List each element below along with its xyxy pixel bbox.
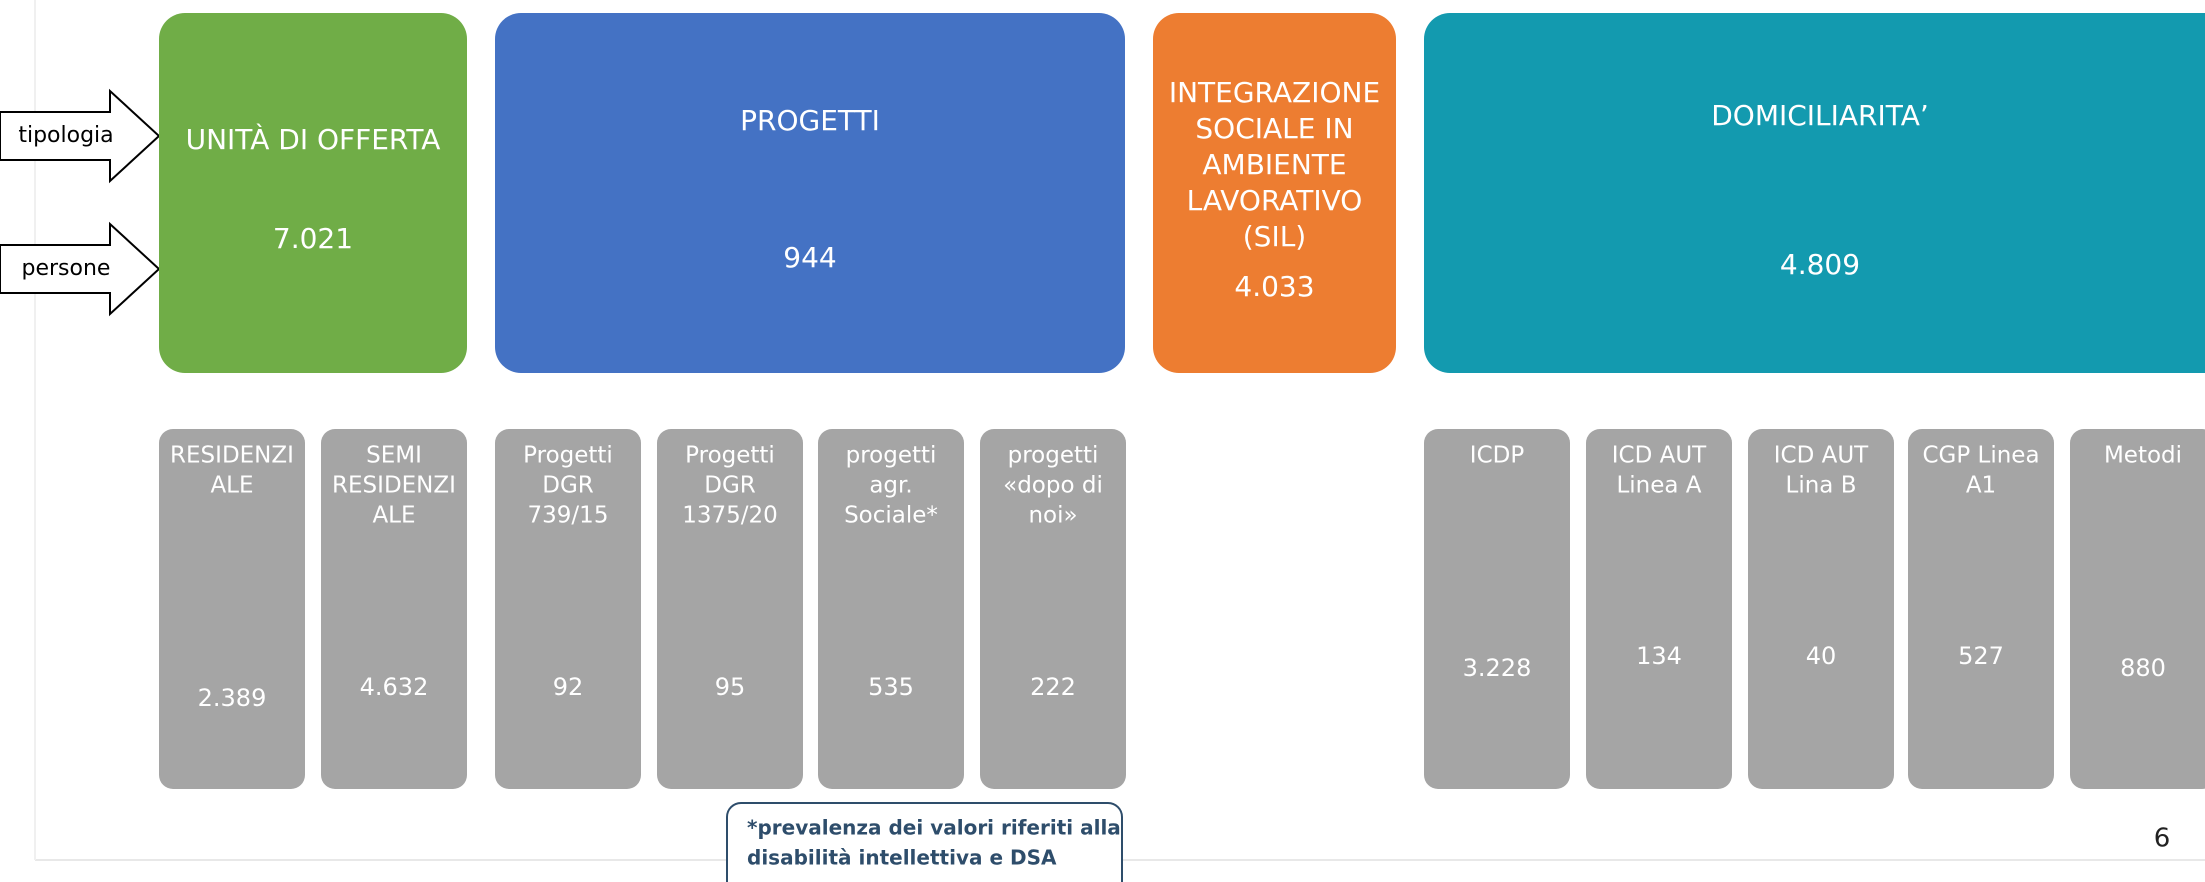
- arrow: [0, 221, 161, 317]
- sub-box-value: 3.228: [1463, 654, 1532, 682]
- note-text: *prevalenza dei valori riferiti alla: [747, 816, 1121, 840]
- sub-box-label: progetti: [846, 443, 937, 469]
- box-title: SOCIALE IN: [1195, 112, 1353, 145]
- sub-box: [657, 429, 803, 789]
- sub-box-value: 527: [1958, 642, 2004, 670]
- sub-box-label: DGR: [704, 473, 756, 499]
- category-box: [1153, 13, 1396, 373]
- sub-box-label: A1: [1966, 473, 1996, 499]
- page-number: 6: [2154, 824, 2171, 854]
- category-box: [159, 13, 467, 373]
- sub-box: [1908, 429, 2054, 789]
- box-title: AMBIENTE: [1202, 148, 1346, 181]
- sub-box: [1586, 429, 1732, 789]
- sub-box-label: Linea A: [1616, 473, 1701, 499]
- box-value: 944: [783, 241, 836, 274]
- sub-box-label: ICDP: [1470, 443, 1525, 469]
- sub-box-label: Progetti: [685, 443, 775, 469]
- sub-box-label: DGR: [542, 473, 594, 499]
- category-box: [495, 13, 1125, 373]
- category-box: [1424, 13, 2205, 373]
- sub-box: [2070, 429, 2205, 789]
- sub-box-value: 4.632: [360, 673, 429, 701]
- sub-box-label: noi»: [1028, 503, 1077, 529]
- sub-box-value: 880: [2120, 654, 2166, 682]
- box-title: DOMICILIARITA’: [1711, 99, 1929, 132]
- box-value: 7.021: [273, 222, 353, 255]
- sub-box-label: 1375/20: [682, 503, 778, 529]
- sub-box-label: ALE: [210, 473, 253, 499]
- sub-box-value: 92: [553, 673, 584, 701]
- sub-box: [980, 429, 1126, 789]
- sub-box-label: ICD AUT: [1612, 443, 1707, 469]
- sub-box-label: RESIDENZI: [332, 473, 456, 499]
- sub-box: [818, 429, 964, 789]
- box-title: UNITÀ DI OFFERTA: [186, 122, 441, 156]
- note-text: disabilità intellettiva e DSA: [747, 846, 1057, 870]
- sub-box-label: «dopo di: [1003, 473, 1103, 499]
- sub-box-label: Metodi: [2104, 443, 2182, 469]
- box-title: (SIL): [1243, 220, 1306, 253]
- box-title: PROGETTI: [740, 104, 880, 137]
- arrow-label: tipologia: [18, 123, 113, 148]
- sub-box-value: 222: [1030, 673, 1076, 701]
- sub-box-label: Progetti: [523, 443, 613, 469]
- sub-box: [321, 429, 467, 789]
- sub-box-label: SEMI: [366, 443, 422, 469]
- sub-box-label: ICD AUT: [1774, 443, 1869, 469]
- sub-box-label: ALE: [372, 503, 415, 529]
- note-box: [726, 802, 1123, 882]
- sub-box-value: 535: [868, 673, 914, 701]
- arrow-label: persone: [22, 256, 111, 281]
- sub-box-label: RESIDENZI: [170, 443, 294, 469]
- sub-box-label: CGP Linea: [1922, 443, 2039, 469]
- sub-box: [495, 429, 641, 789]
- sub-box: [159, 429, 305, 789]
- sub-box-value: 95: [715, 673, 746, 701]
- sub-box: [1424, 429, 1570, 789]
- arrow: [0, 88, 161, 184]
- sub-box-value: 2.389: [198, 684, 267, 712]
- sub-box-value: 134: [1636, 642, 1682, 670]
- sub-box: [1748, 429, 1894, 789]
- box-value: 4.033: [1234, 270, 1314, 303]
- box-value: 4.809: [1780, 248, 1860, 281]
- sub-box-value: 40: [1806, 642, 1837, 670]
- sub-box-label: Lina B: [1786, 473, 1857, 499]
- sub-box-label: agr.: [869, 473, 912, 499]
- box-title: LAVORATIVO: [1187, 184, 1363, 217]
- sub-box-label: progetti: [1008, 443, 1099, 469]
- sub-box-label: Sociale*: [844, 503, 938, 529]
- box-title: INTEGRAZIONE: [1169, 76, 1380, 109]
- sub-box-label: 739/15: [528, 503, 609, 529]
